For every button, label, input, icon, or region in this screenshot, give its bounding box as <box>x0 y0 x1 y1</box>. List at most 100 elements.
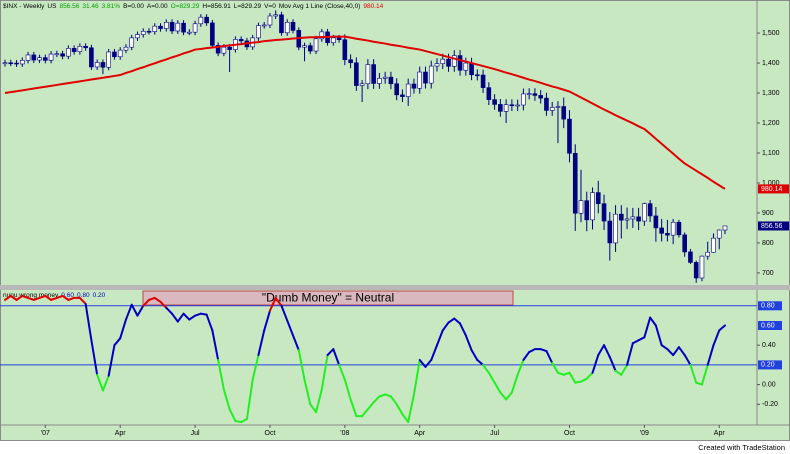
candle-body <box>227 46 232 50</box>
candle-body <box>492 99 497 105</box>
indicator-segment <box>194 312 202 317</box>
candle-body <box>273 14 279 17</box>
candle-body <box>48 53 54 61</box>
indicator-segment <box>107 344 116 377</box>
candle-body <box>192 23 198 33</box>
candle-body <box>434 63 440 67</box>
candle-body <box>158 25 163 29</box>
indicator-segment <box>171 312 179 323</box>
indicator-segment <box>545 350 554 364</box>
indicator-segment <box>614 369 623 376</box>
y-tick-label: 1,400 <box>762 60 780 67</box>
candle-body <box>480 74 486 88</box>
candle-body <box>624 218 630 221</box>
candle-body <box>653 215 659 229</box>
indicator-segment <box>176 312 185 323</box>
indicator-segment <box>55 294 64 299</box>
indicator-segment <box>660 344 669 351</box>
candle-body <box>630 216 636 220</box>
indicator-segment <box>412 358 421 396</box>
y-tick-label: 0.00 <box>762 381 776 388</box>
footer: Created with TradeStation <box>698 443 785 452</box>
header-item: V=0 <box>264 3 276 10</box>
candle-body <box>457 55 463 71</box>
header-item: A=0.00 <box>147 3 168 10</box>
candle-body <box>469 62 474 76</box>
indicator-segment <box>153 296 162 303</box>
candle-body <box>94 62 100 68</box>
candle-body <box>284 21 290 34</box>
header-item: O=829.29 <box>171 3 200 10</box>
candle-body <box>163 21 169 29</box>
header-item: L=829.29 <box>234 3 262 10</box>
indicator-segment <box>562 371 571 376</box>
candle-body <box>302 45 307 48</box>
candle-body <box>307 45 313 52</box>
candle-body <box>342 39 348 61</box>
indicator-segment <box>487 371 496 384</box>
header-item: $INX - Weekly <box>3 3 45 10</box>
ma-last-label: 980.14 <box>761 186 783 193</box>
candle-body <box>699 255 705 279</box>
candle-body <box>607 220 613 244</box>
candle-body <box>112 51 117 58</box>
indicator-segment <box>38 294 47 299</box>
indicator-segment <box>591 354 600 374</box>
last-price-label: 856.56 <box>761 223 783 230</box>
indicator-segment <box>568 371 577 384</box>
candle-body <box>221 46 227 54</box>
candle-body <box>676 221 682 236</box>
indicator-segment <box>493 381 502 394</box>
x-tick-label: Apr <box>414 430 426 437</box>
indicator-segment <box>666 348 675 357</box>
indicator-segment <box>654 324 663 347</box>
indicator-segment <box>626 342 634 366</box>
level-box <box>758 301 782 311</box>
annotation-box <box>142 290 514 306</box>
candle-body <box>2 62 8 65</box>
annotation: "Dumb Money" = Neutral <box>262 291 394 305</box>
candle-body <box>146 30 152 33</box>
indicator-segment <box>240 418 248 424</box>
indicator-segment <box>124 303 133 321</box>
indicator-segment <box>395 403 404 416</box>
indicator-segment <box>505 391 513 401</box>
indicator-segment <box>257 329 266 357</box>
indicator-segment <box>96 373 104 392</box>
y-tick-label: 1,200 <box>762 120 780 127</box>
indicator-segment <box>608 356 617 372</box>
indicator-segment <box>510 373 519 394</box>
candle-body <box>140 30 146 35</box>
indicator-segment <box>9 294 18 301</box>
candle-body <box>19 60 25 65</box>
indicator-segment <box>528 348 536 354</box>
indicator-segment <box>580 377 588 383</box>
indicator-segment <box>372 395 381 404</box>
indicator-segment <box>15 294 24 301</box>
candle-body <box>532 93 538 96</box>
level-box <box>758 360 782 370</box>
y-tick-label: 1,000 <box>762 180 780 187</box>
indicator-segment <box>263 309 271 332</box>
indicator-segment <box>597 344 606 357</box>
indicator-segment <box>315 388 323 414</box>
indicator-segment <box>90 339 99 376</box>
indicator-segment <box>695 381 703 386</box>
x-tick-label: Jul <box>490 430 499 437</box>
candle-body <box>43 57 48 61</box>
candle-body <box>642 203 647 222</box>
candle-body <box>25 54 31 61</box>
candle-body <box>210 22 215 46</box>
candle-body <box>394 83 399 96</box>
candle-body <box>77 45 83 52</box>
candle-body <box>538 95 543 99</box>
indicator-segment <box>303 378 312 406</box>
x-tick-label: '08 <box>340 430 349 437</box>
candle-body <box>682 234 687 253</box>
candle-body <box>371 64 376 84</box>
indicator-segment <box>130 303 139 317</box>
indicator-segment <box>499 391 508 401</box>
indicator-segment <box>119 318 127 340</box>
header-item: H=856.91 <box>202 3 231 10</box>
y-tick-label: 0.40 <box>762 342 776 349</box>
